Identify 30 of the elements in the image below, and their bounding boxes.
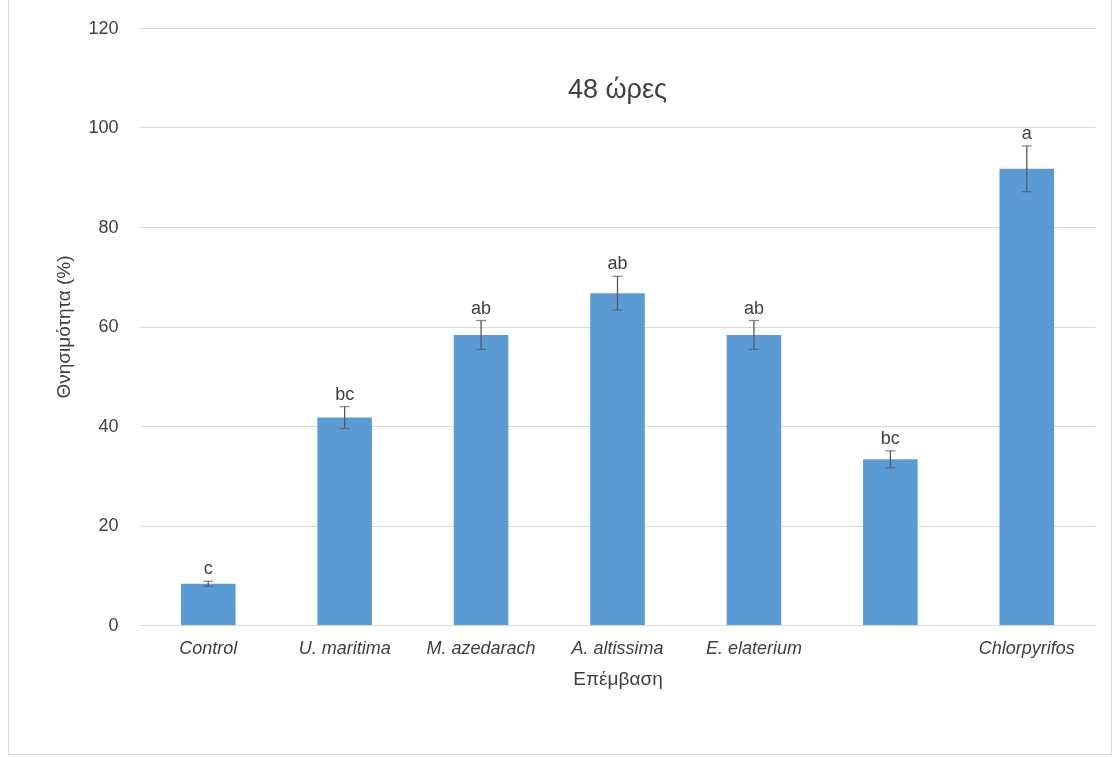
bar (180, 583, 236, 625)
y-tick-label: 20 (98, 515, 119, 535)
y-tick-label: 100 (88, 117, 119, 137)
x-tick-label: Chlorpyrifos (978, 637, 1075, 658)
bar (317, 417, 372, 625)
bar (999, 168, 1055, 625)
bar (590, 293, 645, 625)
data-label: bc (335, 383, 355, 404)
x-tick-label: M. azedarach (426, 637, 536, 658)
y-tick-label: 0 (108, 614, 119, 635)
y-tick-label: 60 (98, 316, 119, 336)
data-label: c (203, 558, 213, 579)
bar (726, 334, 782, 625)
bar (863, 459, 918, 625)
bar (453, 334, 509, 625)
y-tick-label: 80 (98, 216, 119, 237)
x-tick-label: A. altissima (570, 637, 664, 658)
x-tick-label: Control (179, 637, 239, 658)
y-axis-title: Θνησιμότητα (%) (53, 255, 75, 399)
data-label: ab (471, 297, 492, 318)
data-label: a (1021, 122, 1033, 143)
data-label: ab (743, 297, 764, 318)
x-axis-title: Επέμβαση (573, 667, 663, 689)
data-label: ab (607, 253, 628, 274)
x-tick-label: E. elaterium (705, 637, 802, 658)
y-tick-label: 120 (88, 17, 119, 38)
text: 48 ώρες (567, 74, 668, 104)
x-tick-label: U. maritima (298, 637, 391, 658)
data-label: bc (880, 427, 900, 448)
y-tick-label: 40 (98, 415, 119, 436)
